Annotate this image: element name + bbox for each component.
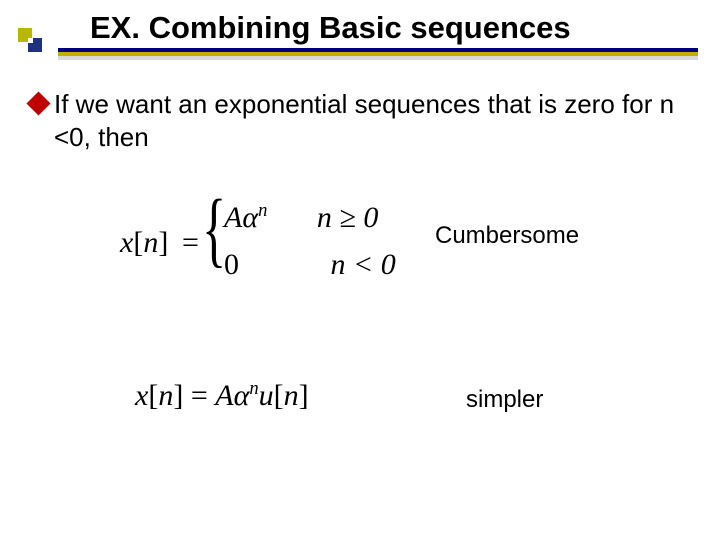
eq2-arg-n: n <box>284 379 299 412</box>
eq1-x: x <box>120 226 133 259</box>
slide: EX. Combining Basic sequences If we want… <box>0 0 720 540</box>
title-underline <box>58 48 698 60</box>
slide-title: EX. Combining Basic sequences <box>90 10 571 46</box>
decor-square-cluster <box>18 28 54 64</box>
eq1-zero: 0 <box>224 248 239 281</box>
eq1-cond-ge: n ≥ 0 <box>317 201 378 235</box>
eq1-equals: = <box>182 226 199 260</box>
eq1-sup-n: n <box>258 200 267 221</box>
eq1-lhs: x[n] <box>120 226 168 260</box>
eq2-n: n <box>158 379 173 412</box>
eq1-cond-lt: n < 0 <box>331 248 396 282</box>
eq1-brace-icon: { <box>202 188 226 272</box>
bullet-item: If we want an exponential sequences that… <box>30 88 690 153</box>
rule-gray <box>58 56 698 60</box>
bullet-text: If we want an exponential sequences that… <box>54 88 690 153</box>
eq2-u: u <box>259 379 274 412</box>
decor-square-dot <box>28 38 33 43</box>
equation-unitstep: x[n] = Aαnu[n] <box>135 378 309 413</box>
annotation-simpler: simpler <box>466 386 543 414</box>
eq2-A: A <box>215 379 233 412</box>
eq1-alpha: α <box>242 201 258 234</box>
eq1-n: n <box>143 226 158 259</box>
eq2-x: x <box>135 379 148 412</box>
eq2-sup-n: n <box>249 378 258 399</box>
diamond-bullet-icon <box>26 91 50 115</box>
annotation-cumbersome: Cumbersome <box>435 222 579 250</box>
eq1-case1: Aαn n ≥ 0 <box>224 200 378 235</box>
eq1-case2: 0 n < 0 <box>224 248 396 282</box>
eq1-A: A <box>224 201 242 234</box>
eq2-alpha: α <box>234 379 250 412</box>
